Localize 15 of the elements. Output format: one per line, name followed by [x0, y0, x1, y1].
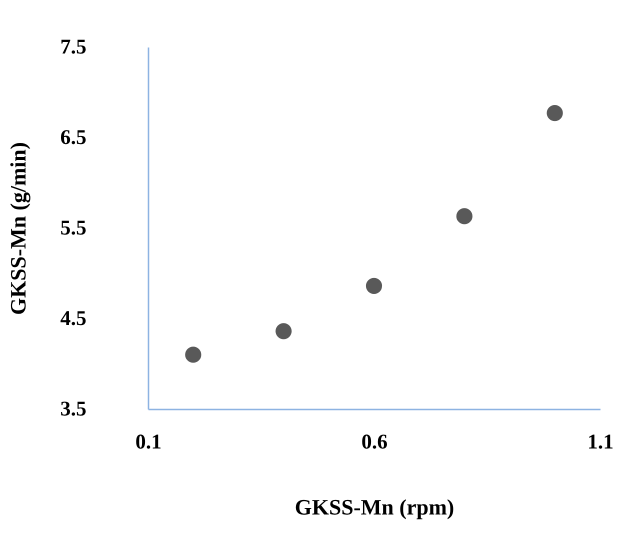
y-tick-label: 4.5 [60, 306, 86, 330]
x-axis-title: GKSS-Mn (rpm) [294, 494, 454, 520]
y-tick-label: 6.5 [60, 125, 86, 149]
y-tick-label: 7.5 [60, 34, 86, 58]
point [276, 323, 292, 340]
x-tick-label: 0.1 [135, 430, 162, 454]
point [366, 278, 382, 294]
x-tick-label: 1.1 [587, 430, 614, 454]
x-tick-label: 0.6 [361, 430, 388, 454]
point [546, 105, 563, 122]
point [456, 208, 472, 224]
point [185, 346, 202, 363]
y-axis-title: GKSS-Mn (g/min) [5, 142, 30, 315]
y-tick-label: 3.5 [60, 396, 86, 420]
y-tick-label: 5.5 [60, 216, 86, 240]
